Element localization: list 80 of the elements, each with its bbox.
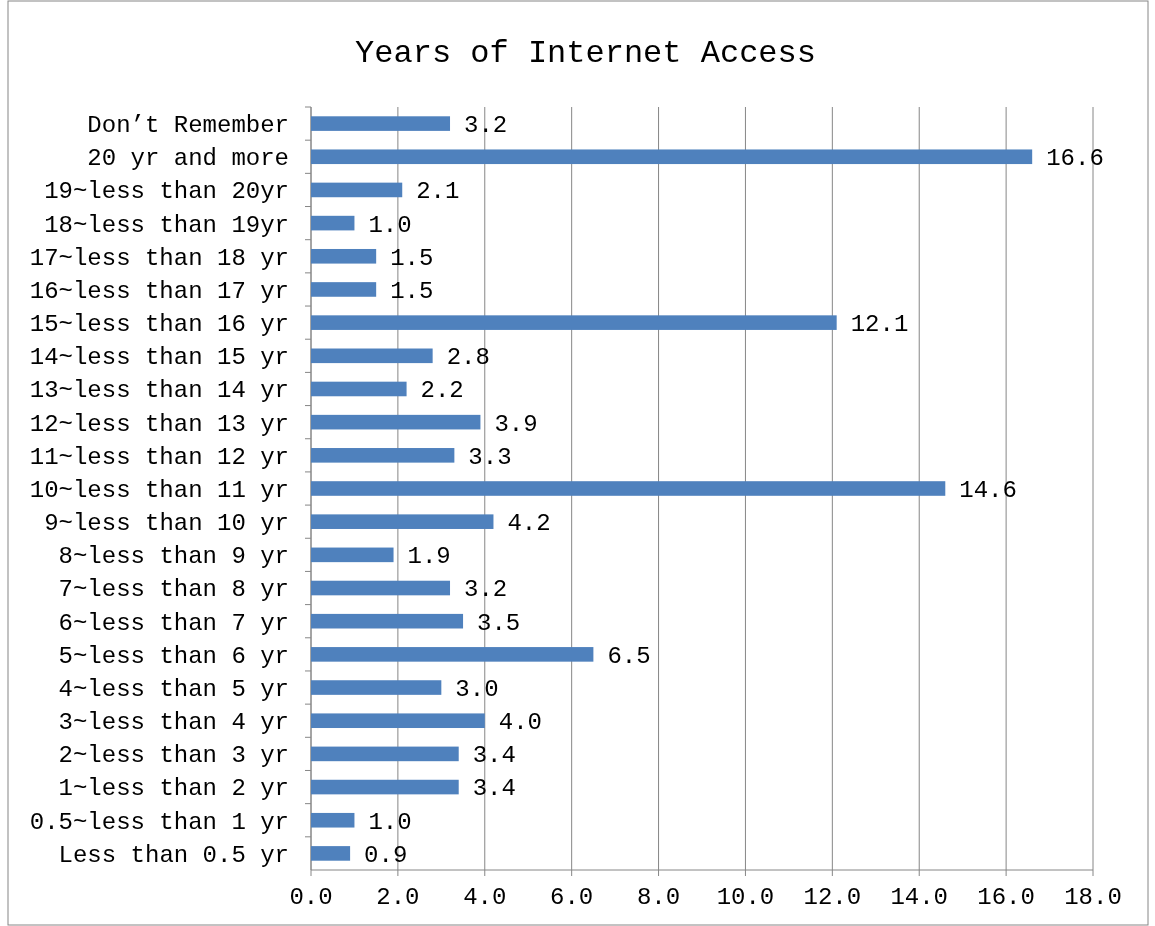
bar [311, 248, 377, 264]
chart-title: Years of Internet Access [355, 35, 816, 72]
data-label: 2.8 [446, 344, 490, 372]
data-label: 1.9 [407, 543, 451, 571]
data-label: 1.0 [368, 808, 412, 836]
data-label: 3.3 [468, 443, 512, 471]
y-tick-label: 10~less than 11 yr [29, 476, 289, 504]
data-label: 0.9 [364, 841, 408, 869]
data-label: 1.5 [390, 277, 434, 305]
bar [311, 580, 451, 596]
data-label: 12.1 [850, 311, 909, 339]
bar [311, 746, 459, 762]
x-tick-label: 2.0 [376, 884, 420, 911]
x-tick-label: 4.0 [463, 884, 507, 911]
data-label: 16.6 [1046, 145, 1104, 173]
y-tick-label: 0.5~less than 1 yr [29, 808, 289, 836]
data-label: 3.4 [472, 742, 516, 770]
data-label: 1.0 [368, 211, 412, 239]
bar [311, 647, 594, 662]
x-tick-label: 6.0 [550, 884, 594, 911]
y-tick-label: 9~less than 10 yr [44, 510, 289, 538]
data-label: 2.2 [420, 377, 464, 405]
x-tick-label: 16.0 [977, 884, 1035, 911]
y-tick-label: 5~less than 6 yr [58, 642, 289, 670]
bar [311, 348, 433, 364]
y-tick-label: Don’t Remember [87, 111, 289, 139]
bar [311, 381, 407, 397]
y-tick-label: 18~less than 19yr [44, 211, 289, 239]
bar [311, 414, 481, 430]
y-tick-label: 1~less than 2 yr [58, 775, 289, 803]
y-tick-label: 14~less than 15 yr [29, 344, 289, 372]
bar [311, 215, 355, 231]
data-label: 1.5 [390, 244, 434, 272]
bar [311, 149, 1033, 165]
bar [311, 481, 946, 496]
y-tick-label: 8~less than 9 yr [58, 543, 289, 571]
bar [311, 116, 451, 131]
y-tick-label: 4~less than 5 yr [58, 675, 289, 703]
bar [311, 713, 485, 729]
bar [311, 846, 351, 861]
data-label: 3.0 [455, 675, 499, 703]
bar [311, 812, 355, 828]
y-tick-label: 3~less than 4 yr [58, 709, 289, 737]
y-tick-label: 6~less than 7 yr [58, 609, 289, 637]
data-label: 6.5 [607, 642, 651, 670]
data-label: 3.5 [477, 609, 521, 637]
data-label: 4.0 [498, 709, 542, 737]
bar [311, 680, 442, 695]
x-tick-label: 18.0 [1064, 884, 1122, 911]
bar [311, 282, 377, 297]
y-tick-label: 11~less than 12 yr [29, 443, 289, 471]
y-tick-label: 20 yr and more [87, 145, 289, 173]
y-tick-label: 19~less than 20yr [44, 178, 289, 206]
y-tick-label: 12~less than 13 yr [29, 410, 289, 438]
data-label: 3.4 [472, 775, 516, 803]
data-label: 2.1 [416, 178, 460, 206]
data-label: 3.9 [494, 410, 538, 438]
y-tick-label: 13~less than 14 yr [29, 377, 289, 405]
x-tick-label: 14.0 [890, 884, 949, 911]
y-tick-label: Less than 0.5 yr [58, 841, 289, 869]
data-label: 4.2 [507, 510, 551, 538]
data-label: 3.2 [464, 111, 508, 139]
bar [311, 779, 459, 795]
y-tick-label: 17~less than 18 yr [29, 244, 289, 272]
x-tick-label: 12.0 [803, 884, 862, 911]
y-tick-label: 2~less than 3 yr [58, 742, 289, 770]
data-label: 3.2 [464, 576, 508, 604]
x-tick-label: 8.0 [636, 884, 681, 911]
bar [311, 182, 403, 198]
bar [311, 448, 455, 463]
y-tick-label: 15~less than 16 yr [29, 311, 289, 339]
bar [311, 613, 464, 629]
x-tick-label: 0.0 [289, 884, 333, 911]
y-tick-label: 7~less than 8 yr [58, 576, 289, 604]
y-tick-label: 16~less than 17 yr [29, 277, 289, 305]
bar [311, 315, 837, 330]
bar [311, 547, 394, 563]
data-label: 14.6 [959, 476, 1017, 504]
x-tick-label: 10.0 [716, 884, 775, 911]
bar [311, 514, 494, 529]
